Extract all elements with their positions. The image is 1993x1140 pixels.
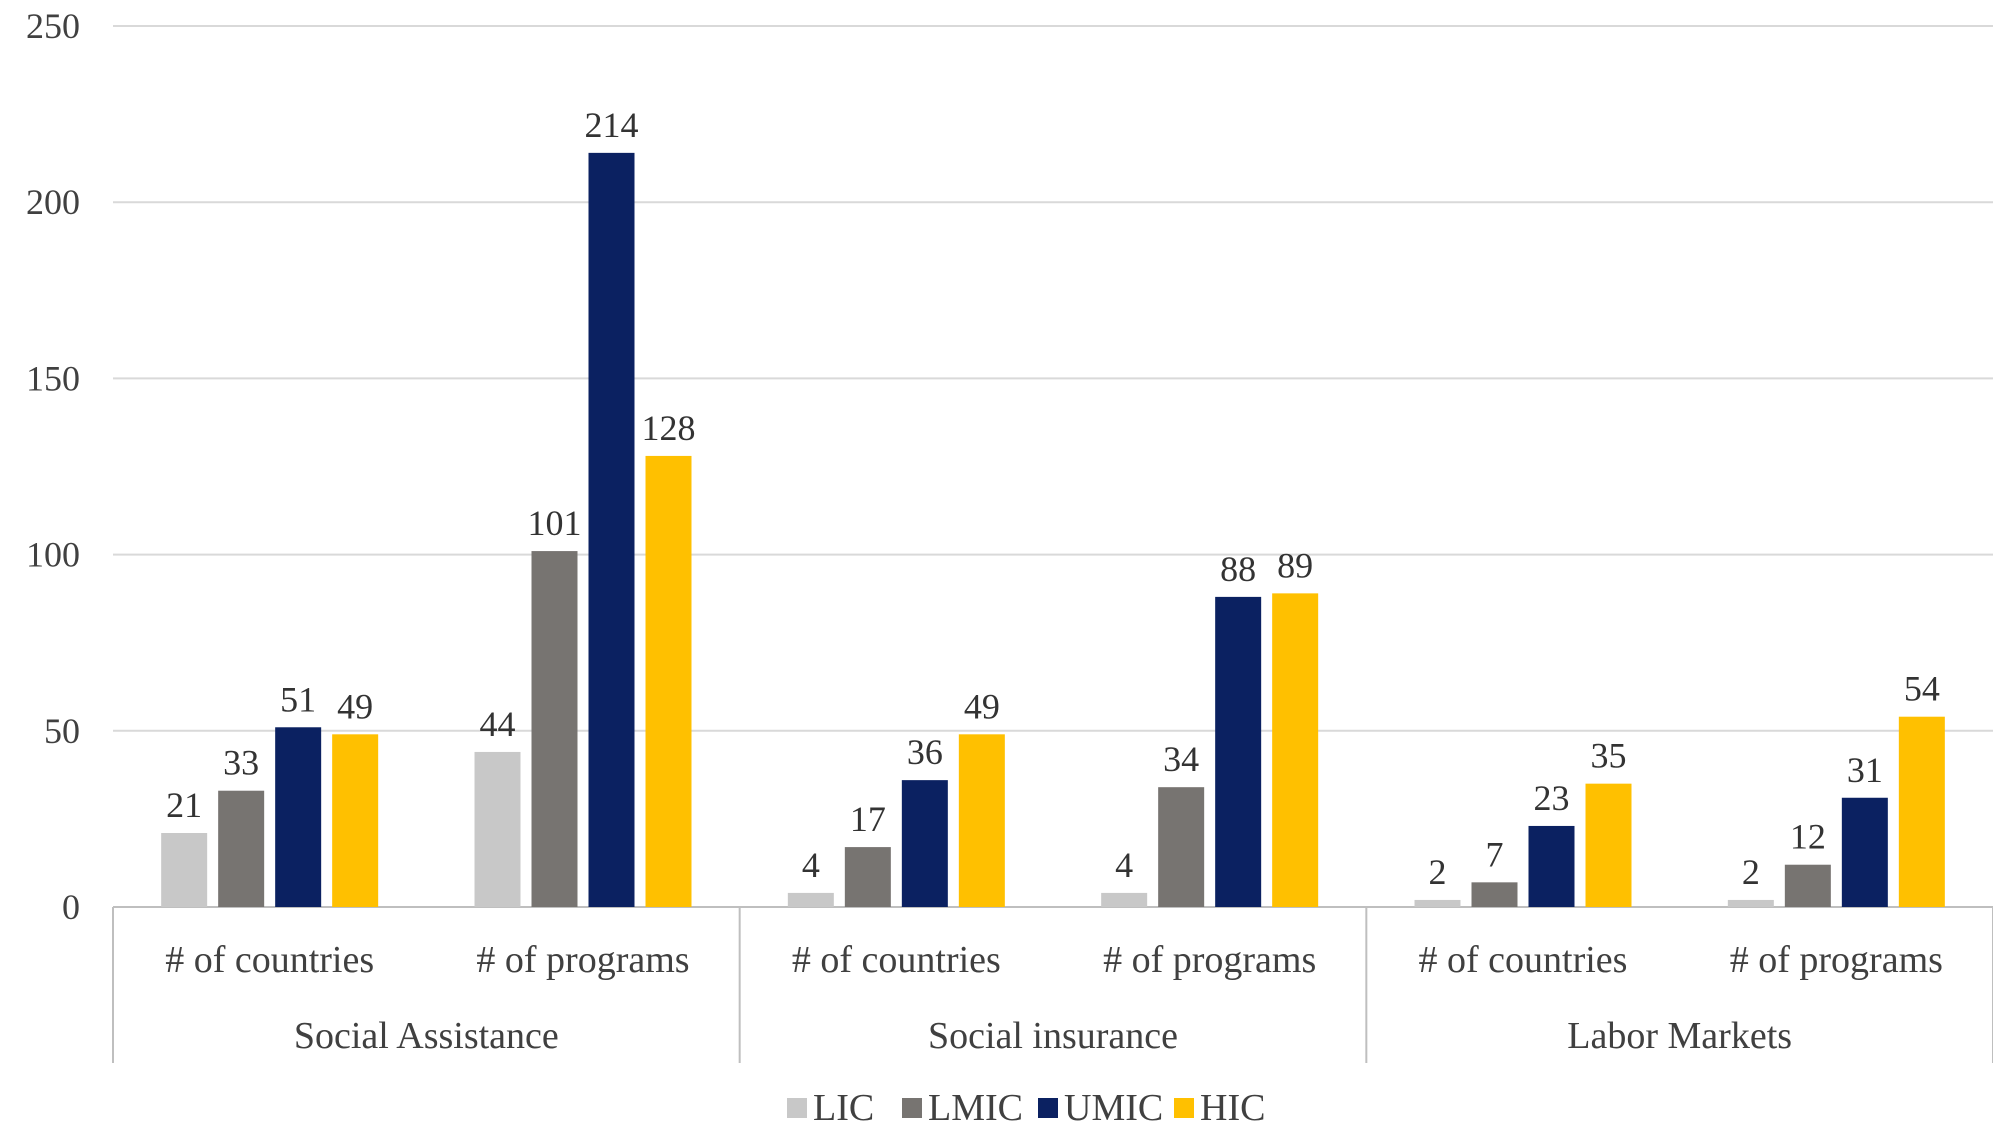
bar-lic (787, 892, 834, 907)
legend-label: UMIC (1064, 1087, 1163, 1129)
category-label: # of programs (1730, 939, 1943, 981)
category-label: # of countries (792, 939, 1001, 981)
legend-swatch (1174, 1098, 1194, 1118)
y-tick-label: 100 (26, 535, 80, 575)
bar-lic (474, 751, 521, 907)
data-label: 128 (642, 408, 696, 448)
data-label: 4 (1115, 845, 1133, 885)
data-label: 35 (1591, 736, 1627, 776)
bar-umic (901, 780, 948, 907)
bar-umic (275, 727, 322, 907)
data-label: 2 (1429, 852, 1447, 892)
group-label: Labor Markets (1567, 1015, 1792, 1057)
data-label: 7 (1486, 834, 1504, 874)
data-label: 51 (280, 679, 316, 719)
bar-lmic (1784, 864, 1831, 907)
grid (113, 25, 1993, 908)
bar-lic (1727, 899, 1774, 907)
legend-swatch (1038, 1098, 1058, 1118)
bar-lmic (1471, 882, 1518, 907)
bar-hic (1585, 783, 1632, 907)
data-label: 44 (480, 704, 516, 744)
bar-hic (645, 455, 692, 907)
bars (161, 152, 1945, 907)
bar-lic (161, 832, 208, 907)
data-label: 88 (1220, 549, 1256, 589)
data-label: 34 (1163, 739, 1199, 779)
category-label: # of countries (1419, 939, 1628, 981)
data-label: 2 (1742, 852, 1760, 892)
bar-umic (1215, 596, 1262, 907)
data-label: 49 (337, 686, 373, 726)
data-label: 31 (1847, 750, 1883, 790)
bar-lmic (218, 790, 265, 907)
bar-lic (1101, 892, 1148, 907)
legend-swatch (902, 1098, 922, 1118)
legend-item-hic: HIC (1174, 1087, 1265, 1129)
axes: 0 50 100 150 200 250 Social Assistance Social i… (26, 6, 1993, 1063)
bar-umic (1841, 797, 1888, 907)
bar-lmic (1158, 787, 1205, 907)
data-label: 33 (223, 743, 259, 783)
legend-item-umic: UMIC (1038, 1087, 1163, 1129)
group-label: Social Assistance (294, 1015, 559, 1057)
legend-label: LMIC (928, 1087, 1023, 1129)
bar-hic (332, 734, 379, 907)
legend-label: HIC (1200, 1087, 1265, 1129)
bar-lmic (531, 551, 578, 907)
category-label: # of countries (165, 939, 374, 981)
data-label: 49 (964, 686, 1000, 726)
bar-hic (958, 734, 1005, 907)
data-label: 89 (1277, 545, 1313, 585)
y-tick-label: 250 (26, 6, 80, 46)
data-label: 54 (1904, 669, 1940, 709)
group-label: Social insurance (928, 1015, 1178, 1057)
bar-lic (1414, 899, 1461, 907)
data-label: 23 (1534, 778, 1570, 818)
legend-item-lic: LIC (787, 1087, 874, 1129)
bar-hic (1898, 716, 1945, 907)
data-label: 36 (907, 732, 943, 772)
bar-lmic (844, 847, 891, 907)
legend: LIC LMIC UMIC HIC (787, 1087, 1265, 1129)
bar-umic (588, 152, 635, 907)
category-label: # of programs (1103, 939, 1316, 981)
bar-umic (1528, 825, 1575, 907)
legend-swatch (787, 1098, 807, 1118)
data-label: 214 (585, 105, 639, 145)
y-tick-label: 50 (44, 711, 80, 751)
bar-hic (1272, 593, 1319, 907)
data-label: 101 (528, 503, 582, 543)
data-label: 12 (1790, 817, 1826, 857)
y-tick-label: 0 (62, 887, 80, 927)
data-label: 17 (850, 799, 886, 839)
legend-item-lmic: LMIC (902, 1087, 1023, 1129)
legend-label: LIC (813, 1087, 874, 1129)
y-tick-label: 150 (26, 358, 80, 398)
data-label: 21 (166, 785, 202, 825)
category-label: # of programs (476, 939, 689, 981)
y-tick-label: 200 (26, 182, 80, 222)
data-label: 4 (802, 845, 820, 885)
